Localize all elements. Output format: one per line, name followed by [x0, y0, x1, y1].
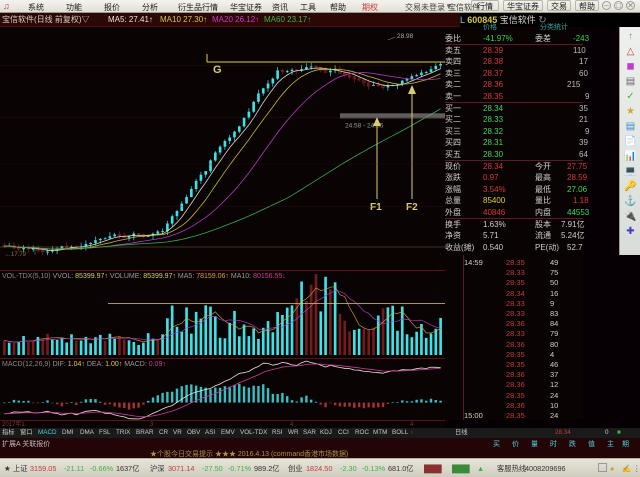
- svg-text:F1: F1: [370, 202, 382, 213]
- svg-text:F2: F2: [406, 202, 418, 213]
- svg-text:G: G: [213, 64, 222, 76]
- svg-text:28.98: 28.98: [397, 33, 414, 40]
- svg-text:←17.79: ←17.79: [5, 252, 27, 258]
